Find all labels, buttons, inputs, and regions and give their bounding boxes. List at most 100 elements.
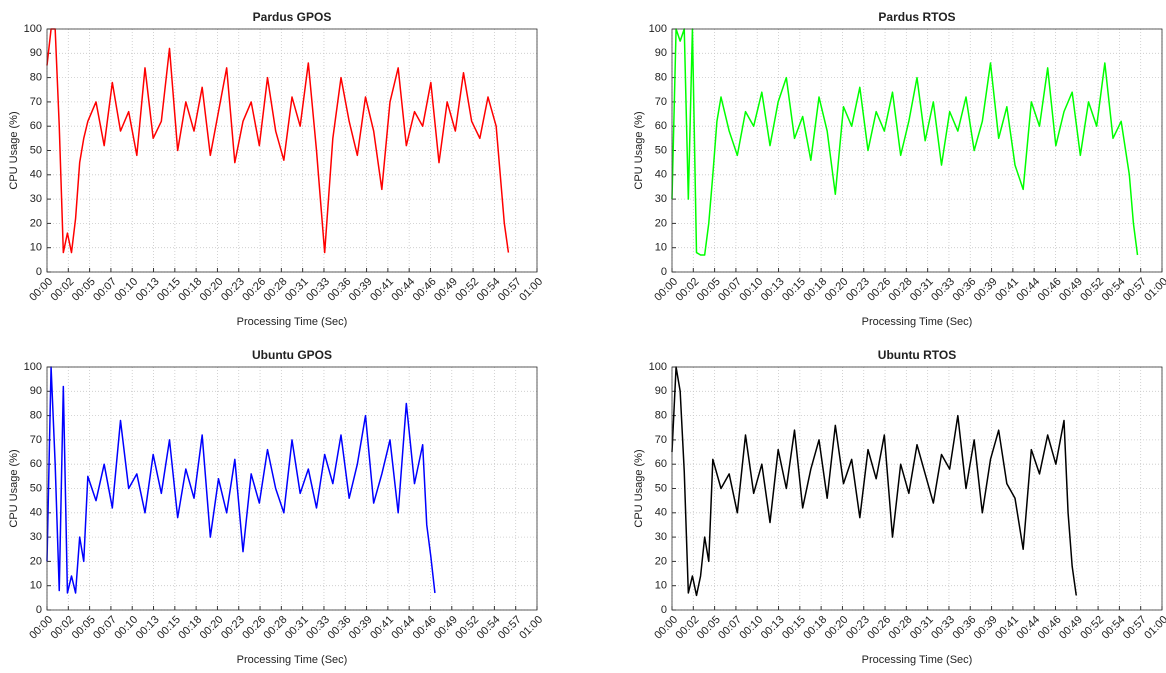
axes-box bbox=[671, 28, 1163, 273]
x-tick-label: 01:00 bbox=[1142, 276, 1166, 304]
x-tick-label: 00:41 bbox=[368, 614, 396, 642]
x-tick-label: 00:07 bbox=[91, 276, 119, 304]
y-tick-label: 50 bbox=[655, 144, 667, 156]
y-tick-label: 0 bbox=[36, 604, 42, 616]
x-tick-label: 00:52 bbox=[1078, 276, 1106, 304]
x-tick-label: 01:00 bbox=[517, 614, 545, 642]
data-line bbox=[46, 366, 436, 594]
x-tick-label: 01:00 bbox=[517, 276, 545, 304]
x-axis-label: Processing Time (Sec) bbox=[862, 316, 973, 328]
axes-box bbox=[671, 366, 1163, 611]
y-tick-label: 30 bbox=[655, 193, 667, 205]
x-tick-label: 00:10 bbox=[737, 276, 765, 304]
y-tick-label: 90 bbox=[655, 385, 667, 397]
y-tick-label: 50 bbox=[30, 482, 42, 494]
x-tick-label: 00:28 bbox=[887, 276, 915, 304]
x-tick-label: 00:52 bbox=[453, 276, 481, 304]
y-tick-label: 50 bbox=[30, 144, 42, 156]
x-tick-label: 00:57 bbox=[1121, 614, 1149, 642]
x-tick-label: 00:18 bbox=[801, 276, 829, 304]
x-tick-label: 00:36 bbox=[950, 276, 978, 304]
chart-title: Pardus RTOS bbox=[878, 10, 955, 24]
x-tick-label: 00:46 bbox=[411, 614, 439, 642]
y-tick-label: 20 bbox=[30, 217, 42, 229]
y-tick-label: 60 bbox=[30, 458, 42, 470]
x-tick-label: 00:13 bbox=[759, 614, 787, 642]
y-tick-label: 20 bbox=[655, 217, 667, 229]
x-tick-label: 00:20 bbox=[823, 614, 851, 642]
x-tick-label: 00:26 bbox=[240, 276, 268, 304]
x-tick-label: 00:39 bbox=[347, 276, 375, 304]
x-tick-label: 00:07 bbox=[91, 614, 119, 642]
x-tick-label: 00:13 bbox=[134, 614, 162, 642]
x-tick-label: 00:23 bbox=[844, 614, 872, 642]
x-tick-label: 00:46 bbox=[411, 276, 439, 304]
y-tick-label: 40 bbox=[655, 169, 667, 181]
x-tick-label: 00:31 bbox=[908, 614, 936, 642]
y-tick-label: 30 bbox=[30, 531, 42, 543]
x-tick-label: 00:41 bbox=[993, 276, 1021, 304]
x-tick-label: 00:41 bbox=[993, 614, 1021, 642]
x-tick-label: 00:00 bbox=[652, 276, 680, 304]
x-tick-label: 00:44 bbox=[389, 614, 417, 642]
y-tick-label: 60 bbox=[30, 120, 42, 132]
x-tick-label: 00:13 bbox=[134, 276, 162, 304]
y-tick-label: 60 bbox=[655, 120, 667, 132]
x-axis-label: Processing Time (Sec) bbox=[862, 654, 973, 666]
y-tick-label: 10 bbox=[30, 580, 42, 592]
x-tick-label: 01:00 bbox=[1142, 614, 1166, 642]
x-tick-label: 00:18 bbox=[176, 614, 204, 642]
x-tick-label: 00:46 bbox=[1036, 614, 1064, 642]
y-tick-label: 100 bbox=[24, 361, 42, 373]
y-tick-label: 70 bbox=[30, 96, 42, 108]
x-tick-label: 00:00 bbox=[27, 614, 55, 642]
x-tick-label: 00:10 bbox=[112, 276, 140, 304]
y-axis-label: CPU Usage (%) bbox=[633, 111, 645, 189]
x-tick-label: 00:10 bbox=[112, 614, 140, 642]
y-tick-label: 20 bbox=[655, 555, 667, 567]
y-axis-label: CPU Usage (%) bbox=[8, 449, 20, 527]
y-tick-label: 40 bbox=[655, 507, 667, 519]
axes-box bbox=[46, 28, 538, 273]
x-tick-label: 00:44 bbox=[389, 276, 417, 304]
x-tick-label: 00:07 bbox=[716, 614, 744, 642]
x-tick-label: 00:28 bbox=[262, 276, 290, 304]
x-tick-label: 00:39 bbox=[972, 614, 1000, 642]
x-axis-label: Processing Time (Sec) bbox=[237, 654, 348, 666]
x-tick-label: 00:39 bbox=[972, 276, 1000, 304]
x-tick-label: 00:02 bbox=[674, 614, 702, 642]
x-tick-label: 00:41 bbox=[368, 276, 396, 304]
x-tick-label: 00:02 bbox=[674, 276, 702, 304]
y-tick-label: 90 bbox=[655, 47, 667, 59]
x-axis-label: Processing Time (Sec) bbox=[237, 316, 348, 328]
data-line bbox=[671, 366, 1077, 597]
x-tick-label: 00:36 bbox=[950, 614, 978, 642]
data-line bbox=[671, 28, 1139, 256]
x-tick-label: 00:31 bbox=[283, 276, 311, 304]
chart-title: Ubuntu GPOS bbox=[252, 348, 332, 362]
y-tick-label: 70 bbox=[655, 96, 667, 108]
x-tick-label: 00:57 bbox=[1121, 276, 1149, 304]
x-tick-label: 00:26 bbox=[865, 614, 893, 642]
x-tick-label: 00:36 bbox=[325, 276, 353, 304]
y-tick-label: 30 bbox=[30, 193, 42, 205]
x-tick-label: 00:54 bbox=[1100, 614, 1128, 642]
x-tick-label: 00:52 bbox=[453, 614, 481, 642]
y-tick-label: 90 bbox=[30, 385, 42, 397]
x-tick-label: 00:49 bbox=[432, 614, 460, 642]
x-tick-label: 00:36 bbox=[325, 614, 353, 642]
y-tick-label: 20 bbox=[30, 555, 42, 567]
x-tick-label: 00:31 bbox=[908, 276, 936, 304]
x-tick-label: 00:20 bbox=[198, 276, 226, 304]
y-tick-label: 0 bbox=[36, 266, 42, 278]
x-tick-label: 00:49 bbox=[1057, 614, 1085, 642]
x-tick-label: 00:33 bbox=[929, 276, 957, 304]
data-line bbox=[46, 28, 510, 254]
x-tick-label: 00:13 bbox=[759, 276, 787, 304]
x-tick-label: 00:23 bbox=[219, 614, 247, 642]
y-tick-label: 50 bbox=[655, 482, 667, 494]
x-tick-label: 00:26 bbox=[240, 614, 268, 642]
x-tick-label: 00:28 bbox=[887, 614, 915, 642]
y-tick-label: 30 bbox=[655, 531, 667, 543]
